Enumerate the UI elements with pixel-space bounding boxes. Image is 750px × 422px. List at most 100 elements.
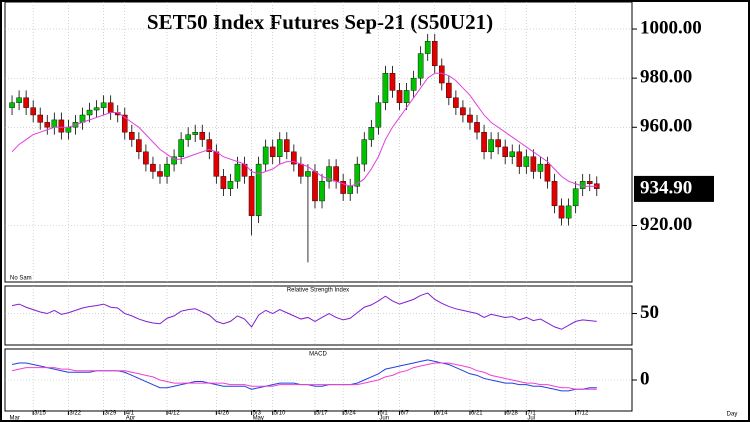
candle-body [319,181,325,202]
candle-body [262,146,269,165]
candle-body [291,151,297,165]
candle-body [530,156,537,172]
candle-body [375,102,382,128]
candle-body [276,139,283,157]
candle-body [283,139,290,153]
candle-body [213,151,220,177]
candle-body [502,146,508,157]
x-tick-label: 6/28 [506,411,518,417]
month-label: Mar [10,416,20,422]
candle-body [58,119,65,133]
candle-body [206,139,213,153]
candle-body [579,181,586,189]
candle-body [516,151,523,167]
month-label: Jul [527,416,535,422]
rsi-title: Relative Strength Index [287,288,349,294]
candle-body [453,97,459,108]
candle-body [44,122,51,128]
candle-body [171,156,177,165]
x-tick-label: 5/10 [274,411,286,417]
x-tick-label: 4/1 [126,411,135,417]
month-label: Apr [126,416,135,422]
month-label: May [253,416,264,422]
candle-body [298,163,304,177]
candle-body [129,131,135,140]
x-axis-label: Day [727,412,738,418]
y-tick-label: 980.00 [640,66,692,87]
candle-body [93,107,100,111]
candle-body [565,205,572,219]
x-tick-label: 7/12 [577,411,589,417]
rsi-panel [4,285,633,346]
candle-body [23,97,29,108]
candle-body [164,163,170,177]
candle-body [389,73,396,91]
candle-body [347,186,354,194]
last-price-box [634,175,714,202]
candle-body [51,119,58,128]
candle-body [431,41,438,67]
x-tick-label: 6/21 [471,411,483,417]
x-tick-label: 6/14 [436,411,448,417]
x-tick-label: 3/29 [105,411,117,417]
candle-body [255,163,262,216]
candle-body [150,163,156,172]
candle-body [333,166,339,182]
candle-body [488,139,494,153]
candle-body [107,102,114,113]
x-tick-label: 5/17 [316,411,328,417]
month-label: Jun [379,416,389,422]
candle-body [157,171,163,177]
x-tick-label: 5/24 [344,411,356,417]
candle-body [248,176,255,216]
candle-body [495,139,501,148]
candle-body [234,163,241,182]
main-panel [4,1,633,283]
candle-body [361,139,368,165]
candle-body [121,114,128,133]
candle-body [305,171,311,177]
candle-body [403,90,410,103]
candle-body [382,73,389,103]
candle-body [460,107,466,116]
chart-title: SET50 Index Futures Sep-21 (S50U21) [147,10,493,34]
y-tick-label: 0 [640,368,650,389]
y-tick-label: 960.00 [640,116,692,137]
y-tick-label: 1000.00 [640,17,702,38]
x-tick-label: 6/7 [401,411,410,417]
candle-body [86,109,93,116]
candle-body [199,131,206,140]
candle-body [312,171,318,202]
candle-body [467,114,473,123]
candle-body [537,163,544,172]
moving-average [11,72,597,187]
candle-body [368,127,375,140]
candle-body [16,97,22,103]
candle-body [136,139,142,153]
candle-body [143,151,149,165]
note: No Sam [10,276,32,282]
x-tick-label: 3/15 [34,411,46,417]
candle-body [424,41,431,54]
candle-body [354,163,361,187]
candle-body [185,134,191,140]
candle-body [192,131,199,135]
candle-body [65,127,72,133]
candle-body [37,114,44,123]
macd-title: MACD [309,352,327,358]
candle-body [9,102,15,108]
candle-body [523,156,530,167]
last-price-label: 934.90 [640,177,692,198]
x-tick-label: 3/22 [69,411,81,417]
x-tick-label: 4/26 [217,411,229,417]
candle-body [340,181,346,194]
candle-body [474,122,480,133]
candle-body [178,139,184,157]
candle-body [326,166,332,182]
candle-body [481,131,487,153]
x-tick-label: 5/3 [253,411,262,417]
indicator-line [11,362,597,390]
candle-body [544,163,551,182]
